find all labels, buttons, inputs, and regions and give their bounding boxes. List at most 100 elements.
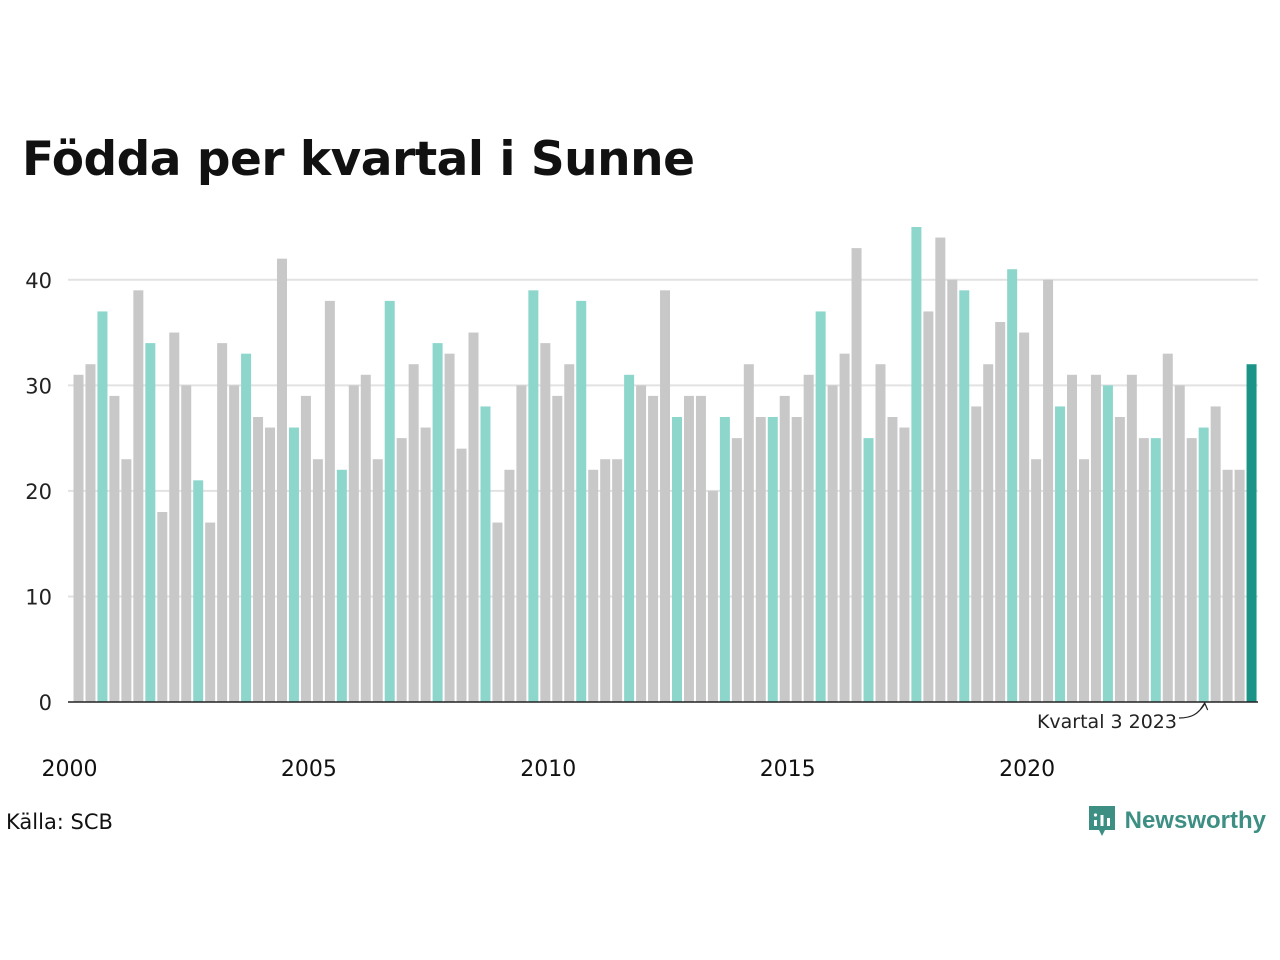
bar [863,438,874,702]
bar [695,395,706,702]
bar [779,395,790,702]
bar [121,459,132,702]
bar [492,522,503,702]
bar [444,353,455,702]
bar [923,311,934,702]
bar [193,480,204,702]
chart-title: Födda per kvartal i Sunne [22,132,695,187]
bar [516,385,527,702]
bar [300,395,311,702]
bar [384,300,395,702]
y-tick-label: 10 [25,585,52,609]
x-tick-label: 2010 [520,757,576,782]
bar [1007,269,1018,702]
x-tick-label: 2005 [281,757,337,782]
x-tick-label: 2015 [760,757,816,782]
bar [1222,469,1233,702]
bar [767,417,778,702]
bar [157,512,168,702]
bar [288,427,299,702]
x-tick-label: 2020 [999,757,1055,782]
bar [1102,385,1113,702]
bar [624,374,635,702]
bar [1186,438,1197,702]
bar [851,248,862,703]
bar [97,311,108,702]
bar [827,385,838,702]
bar [432,343,443,702]
bar [636,385,647,702]
bar [959,290,970,702]
bar [1043,279,1054,702]
bar [1162,353,1173,702]
bar [803,374,814,702]
bar [109,395,120,702]
bar [1055,406,1066,702]
bar [600,459,611,702]
brand-name: Newsworthy [1124,807,1266,834]
y-tick-label: 40 [25,269,52,293]
bar [1198,427,1209,702]
bar [552,395,563,702]
bar [683,395,694,702]
bar [181,385,192,702]
bar [564,364,575,702]
bar [1031,459,1042,702]
bar [133,290,144,702]
annotation-arrow [1178,703,1206,719]
bar [576,300,587,702]
bar [815,311,826,702]
bar [707,490,718,702]
bars [73,227,1257,703]
bar [612,459,623,702]
bar [983,364,994,702]
bar [85,364,96,702]
bar [1019,332,1030,702]
bar [504,469,515,702]
bar [935,237,946,702]
bar [588,469,599,702]
bar [73,374,84,702]
newsworthy-logo-icon [1088,806,1115,836]
bar [995,322,1006,702]
bar [312,459,323,702]
bar [265,427,276,702]
bar [1126,374,1137,702]
bar [480,406,491,702]
bar [1067,374,1078,702]
bar [791,417,802,702]
bar [839,353,850,702]
bar [1234,469,1245,702]
bar [169,332,180,702]
x-tick-label: 2000 [42,757,98,782]
bar [743,364,754,702]
bar [528,290,539,702]
bar [253,417,264,702]
bar [1210,406,1221,702]
bar [372,459,383,702]
bar [145,343,156,702]
bar [360,374,371,702]
bar [1090,374,1101,702]
bar [420,427,431,702]
bar [899,427,910,702]
x-tick-labels: 2000 2005 2010 2015 2020 [42,757,1056,782]
bar [276,258,287,702]
bar [468,332,479,702]
bar [408,364,419,702]
bar [229,385,240,702]
bar [660,290,671,702]
brand-logo: Newsworthy [1087,804,1266,838]
bar [324,300,335,702]
bar [911,227,922,702]
annotation: Kvartal 3 2023 [1037,701,1209,733]
bar [1174,385,1185,702]
bar [648,395,659,702]
bar [336,469,347,702]
bar [875,364,886,702]
bar [971,406,982,702]
y-tick-label: 20 [25,480,52,504]
bar [731,438,742,702]
annotation-arrowhead [1200,701,1209,711]
